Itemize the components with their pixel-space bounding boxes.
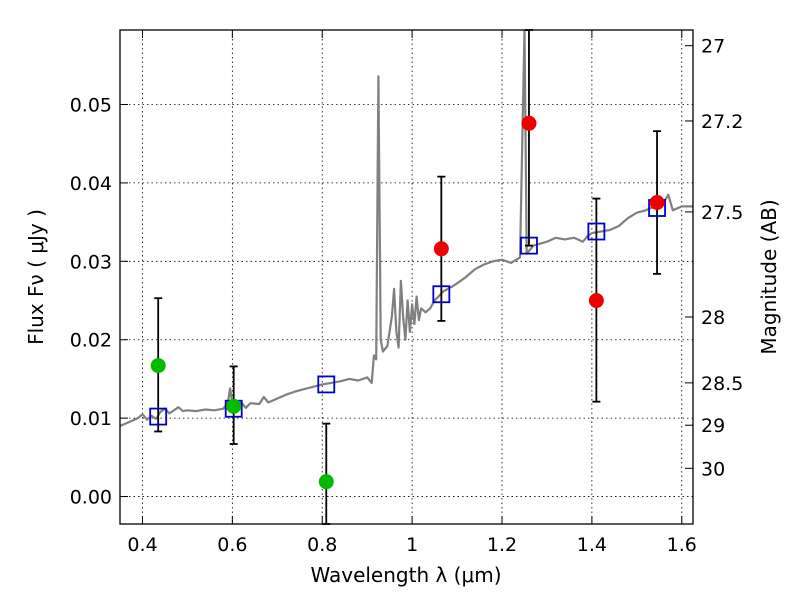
- plot-area: [120, 30, 693, 428]
- photometry-point: [226, 398, 242, 414]
- photometry-point: [588, 293, 604, 309]
- photometry-point: [318, 474, 334, 490]
- y-tick-label: 0.03: [70, 251, 112, 273]
- model-box-marker: [520, 236, 538, 255]
- model-box-marker: [587, 222, 606, 241]
- model-box-marker: [432, 285, 451, 304]
- photometry-point: [433, 241, 449, 257]
- photometry-point: [521, 115, 537, 131]
- x-axis: 0.4 0.6 0.8 1 1.2 1.4 1.6: [127, 30, 697, 556]
- y-axis-label: Flux Fν ( μJy ): [24, 209, 48, 345]
- y-tick-label: 0.00: [70, 487, 112, 509]
- x-tick-label: 0.4: [127, 534, 157, 556]
- plot-frame: [119, 29, 694, 525]
- magnitude-tick-label: 28: [701, 307, 725, 329]
- magnitude-tick-label: 29: [701, 415, 725, 437]
- magnitude-tick-label: 30: [701, 458, 725, 480]
- magnitude-tick-label: 27: [701, 36, 725, 58]
- y2-axis-label: Magnitude (AB): [757, 199, 781, 354]
- y-tick-label: 0.02: [70, 330, 112, 352]
- x-tick-label: 1.2: [487, 534, 517, 556]
- x-tick-label: 0.6: [217, 534, 247, 556]
- y-tick-label: 0.04: [70, 173, 112, 195]
- data-points: [149, 115, 666, 490]
- y-tick-label: 0.01: [70, 408, 112, 430]
- y-axis: 0.00 0.01 0.02 0.03 0.04 0.05: [70, 94, 128, 509]
- template-spectrum-line: [120, 30, 693, 428]
- grid: [120, 30, 693, 524]
- y-tick-label: 0.05: [70, 94, 112, 116]
- magnitude-tick-label: 27.2: [701, 111, 743, 133]
- magnitude-tick-label: 27.5: [701, 202, 743, 224]
- x-tick-label: 1.4: [577, 534, 607, 556]
- photometry-point: [649, 195, 665, 211]
- model-box-marker: [149, 407, 168, 426]
- plot-background: [120, 30, 693, 524]
- x-axis-label: Wavelength λ (μm): [310, 563, 501, 587]
- magnitude-axis: 27 27.2 27.5 28 28.5 29 30: [685, 36, 743, 480]
- magnitude-tick-label: 28.5: [701, 373, 743, 395]
- x-tick-label: 0.8: [307, 534, 337, 556]
- x-tick-label: 1: [406, 534, 418, 556]
- model-box-marker: [317, 375, 336, 394]
- x-tick-label: 1.6: [667, 534, 697, 556]
- photometry-point: [150, 358, 166, 374]
